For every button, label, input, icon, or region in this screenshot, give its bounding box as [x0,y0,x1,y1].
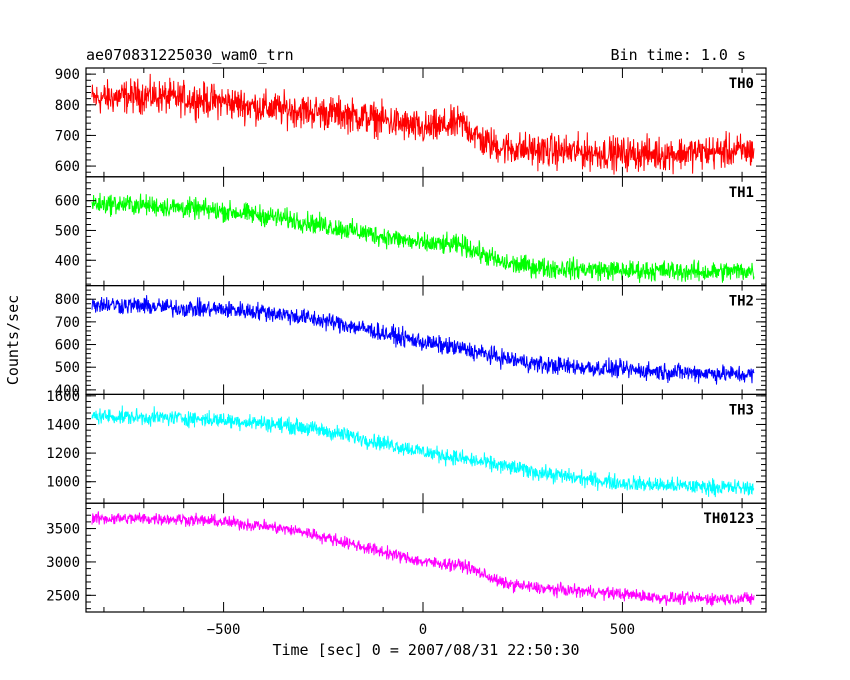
panel-label: TH3 [729,402,754,418]
panel-frame [85,502,767,613]
panel-th3: 1000 1200 1400 1600 TH3 [46,389,767,504]
y-tick-label: 700 [55,128,80,144]
series-line-th0123 [91,511,755,607]
y-tick-label: 3500 [46,522,80,538]
y-tick-label: 3000 [46,555,80,571]
panel-th1: 400 500 600 TH1 [55,176,767,287]
panel-th0123: 2500 3000 3500 TH0123 [46,502,767,613]
panels-layer: 600 700 800 900 TH0 400 500 600 TH1 400 500 600 700 8… [46,67,767,638]
panel-label: TH1 [729,185,754,201]
x-axis-label: Time [sec] 0 = 2007/08/31 22:50:30 [272,641,579,659]
panel-th2: 400 500 600 700 800 TH2 [55,285,767,399]
y-tick-label: 400 [55,383,80,399]
bin-time-label: Bin time: 1.0 s [611,46,746,64]
y-tick-label: 500 [55,223,80,239]
chart-title: ae070831225030_wam0_trn [86,46,294,64]
panel-label: TH0123 [703,511,754,527]
x-tick-label: 500 [610,622,635,638]
y-tick-label: 2500 [46,588,80,604]
y-tick-label: 400 [55,253,80,269]
panel-label: TH2 [729,294,754,310]
panel-label: TH0 [729,76,754,92]
x-tick-label: 0 [419,622,427,638]
y-tick-label: 600 [55,159,80,175]
y-tick-label: 1400 [46,417,80,433]
series-line-th3 [91,405,755,498]
y-tick-label: 800 [55,292,80,308]
y-tick-label: 600 [55,194,80,210]
series-line-th0 [91,73,755,175]
panel-th0: 600 700 800 900 TH0 [55,67,767,178]
y-tick-label: 900 [55,67,80,83]
y-tick-label: 700 [55,315,80,331]
series-line-th2 [91,295,755,385]
y-tick-label: 1600 [46,389,80,405]
y-axis-label: Counts/sec [4,295,22,385]
series-line-th1 [91,192,755,283]
y-tick-label: 1000 [46,475,80,491]
x-tick-label: −500 [207,622,241,638]
y-tick-label: 500 [55,360,80,376]
y-tick-label: 800 [55,98,80,114]
y-tick-label: 1200 [46,446,80,462]
y-tick-label: 600 [55,338,80,354]
